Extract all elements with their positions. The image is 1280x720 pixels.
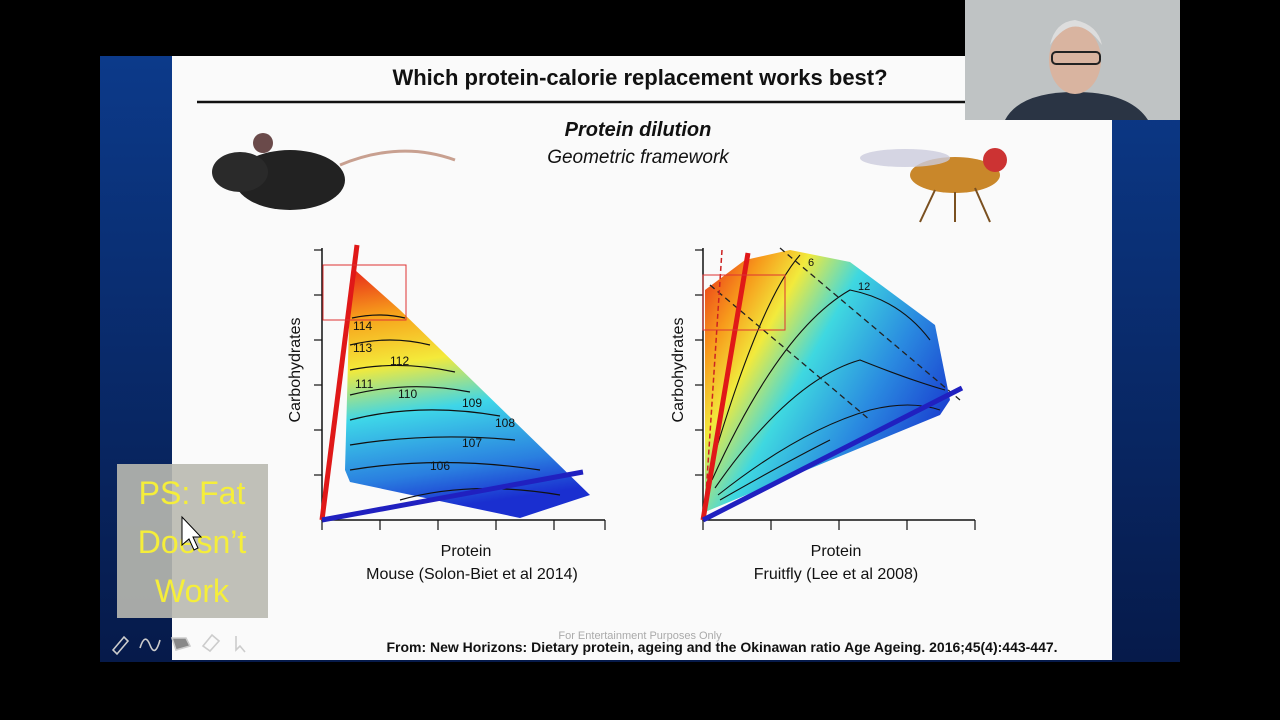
subtitle: Geometric framework	[547, 147, 730, 168]
contour-label: 114	[353, 319, 372, 333]
x-axis-label: Protein	[811, 543, 862, 560]
note-line: PS: Fat	[139, 475, 246, 511]
contour-label: 112	[390, 354, 409, 368]
contour-label: 106	[430, 459, 450, 473]
fly-chart: 6 12 Carbohydrates Protein Fruitfly (Lee…	[670, 247, 976, 583]
mouse-chart: 114 113 112 111 110 109 108 107 106 Carb…	[287, 244, 606, 583]
contour-label: 111	[355, 377, 374, 391]
citation: From: New Horizons: Dietary protein, age…	[386, 639, 1057, 655]
presenter	[1005, 20, 1148, 120]
contour-label: 109	[462, 396, 482, 410]
contour-label: 6	[808, 257, 814, 269]
watermark: For Entertainment Purposes Only	[558, 630, 722, 642]
y-axis-label: Carbohydrates	[287, 318, 304, 423]
annotation-toolbar	[111, 633, 246, 656]
slide	[172, 56, 1112, 660]
contour-label: 12	[858, 281, 870, 293]
fly-image	[860, 148, 1007, 223]
contour-label: 113	[353, 341, 372, 355]
shape-tool[interactable]	[170, 637, 192, 651]
caption: Mouse (Solon-Biet et al 2014)	[366, 566, 578, 583]
contour-label: 108	[495, 416, 515, 430]
x-axis-label: Protein	[441, 543, 492, 560]
y-axis-label: Carbohydrates	[670, 318, 687, 423]
highlighter-tool[interactable]	[139, 638, 161, 652]
contour-label: 110	[398, 387, 417, 401]
cursor	[181, 515, 203, 551]
subtitle-bold: Protein dilution	[565, 119, 712, 141]
pen-tool[interactable]	[111, 635, 130, 656]
caption: Fruitfly (Lee et al 2008)	[754, 566, 919, 583]
note-line: Work	[155, 573, 230, 609]
eraser-tool[interactable]	[201, 633, 221, 653]
slide-title: Which protein-calorie replacement works …	[392, 65, 887, 90]
mouse-image	[212, 133, 456, 210]
contour-label: 107	[462, 436, 482, 450]
pointer-tool[interactable]	[235, 636, 246, 653]
